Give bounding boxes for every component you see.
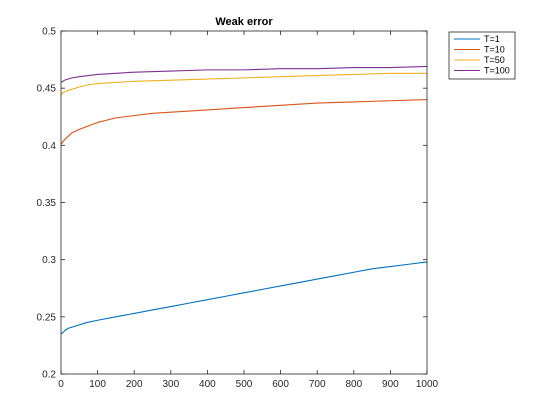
axes-background xyxy=(61,31,427,374)
x-tick-label: 800 xyxy=(345,379,362,390)
legend-label: T=50 xyxy=(484,55,505,65)
series-line-t50 xyxy=(60,72,427,96)
x-tick-label: 100 xyxy=(89,379,106,390)
series-line-t10 xyxy=(60,99,428,145)
y-tick-label: 0.25 xyxy=(37,312,57,323)
x-tick-label: 200 xyxy=(126,379,143,390)
x-tick-label: 600 xyxy=(272,379,289,390)
y-tick-label: 0.4 xyxy=(42,141,56,152)
y-tick-label: 0.3 xyxy=(42,255,56,266)
y-axis: 0.2 0.25 0.3 0.35 0.4 0.45 0.5 xyxy=(37,27,427,381)
series-layer xyxy=(60,65,428,335)
y-tick-label: 0.2 xyxy=(42,370,56,381)
legend-box xyxy=(448,31,516,80)
legend: T=1T=10T=50T=100 xyxy=(448,31,516,80)
x-tick-label: 300 xyxy=(162,379,179,390)
x-tick-label: 400 xyxy=(199,379,216,390)
x-axis: 0 100 200 300 400 500 600 700 800 900 1000 xyxy=(58,31,439,390)
x-tick-label: 0 xyxy=(58,379,64,390)
chart-title: Weak error xyxy=(215,16,273,28)
legend-label: T=1 xyxy=(484,34,500,44)
legend-label: T=10 xyxy=(484,45,505,55)
series-line-t1 xyxy=(60,261,428,335)
y-tick-label: 0.5 xyxy=(42,27,56,38)
y-tick-label: 0.35 xyxy=(37,198,57,209)
legend-label: T=100 xyxy=(484,66,510,76)
x-tick-label: 1000 xyxy=(416,379,439,390)
x-tick-label: 900 xyxy=(382,379,399,390)
series-line-t100 xyxy=(60,65,428,83)
x-tick-label: 500 xyxy=(236,379,253,390)
y-tick-label: 0.45 xyxy=(37,84,57,95)
x-tick-label: 700 xyxy=(309,379,326,390)
